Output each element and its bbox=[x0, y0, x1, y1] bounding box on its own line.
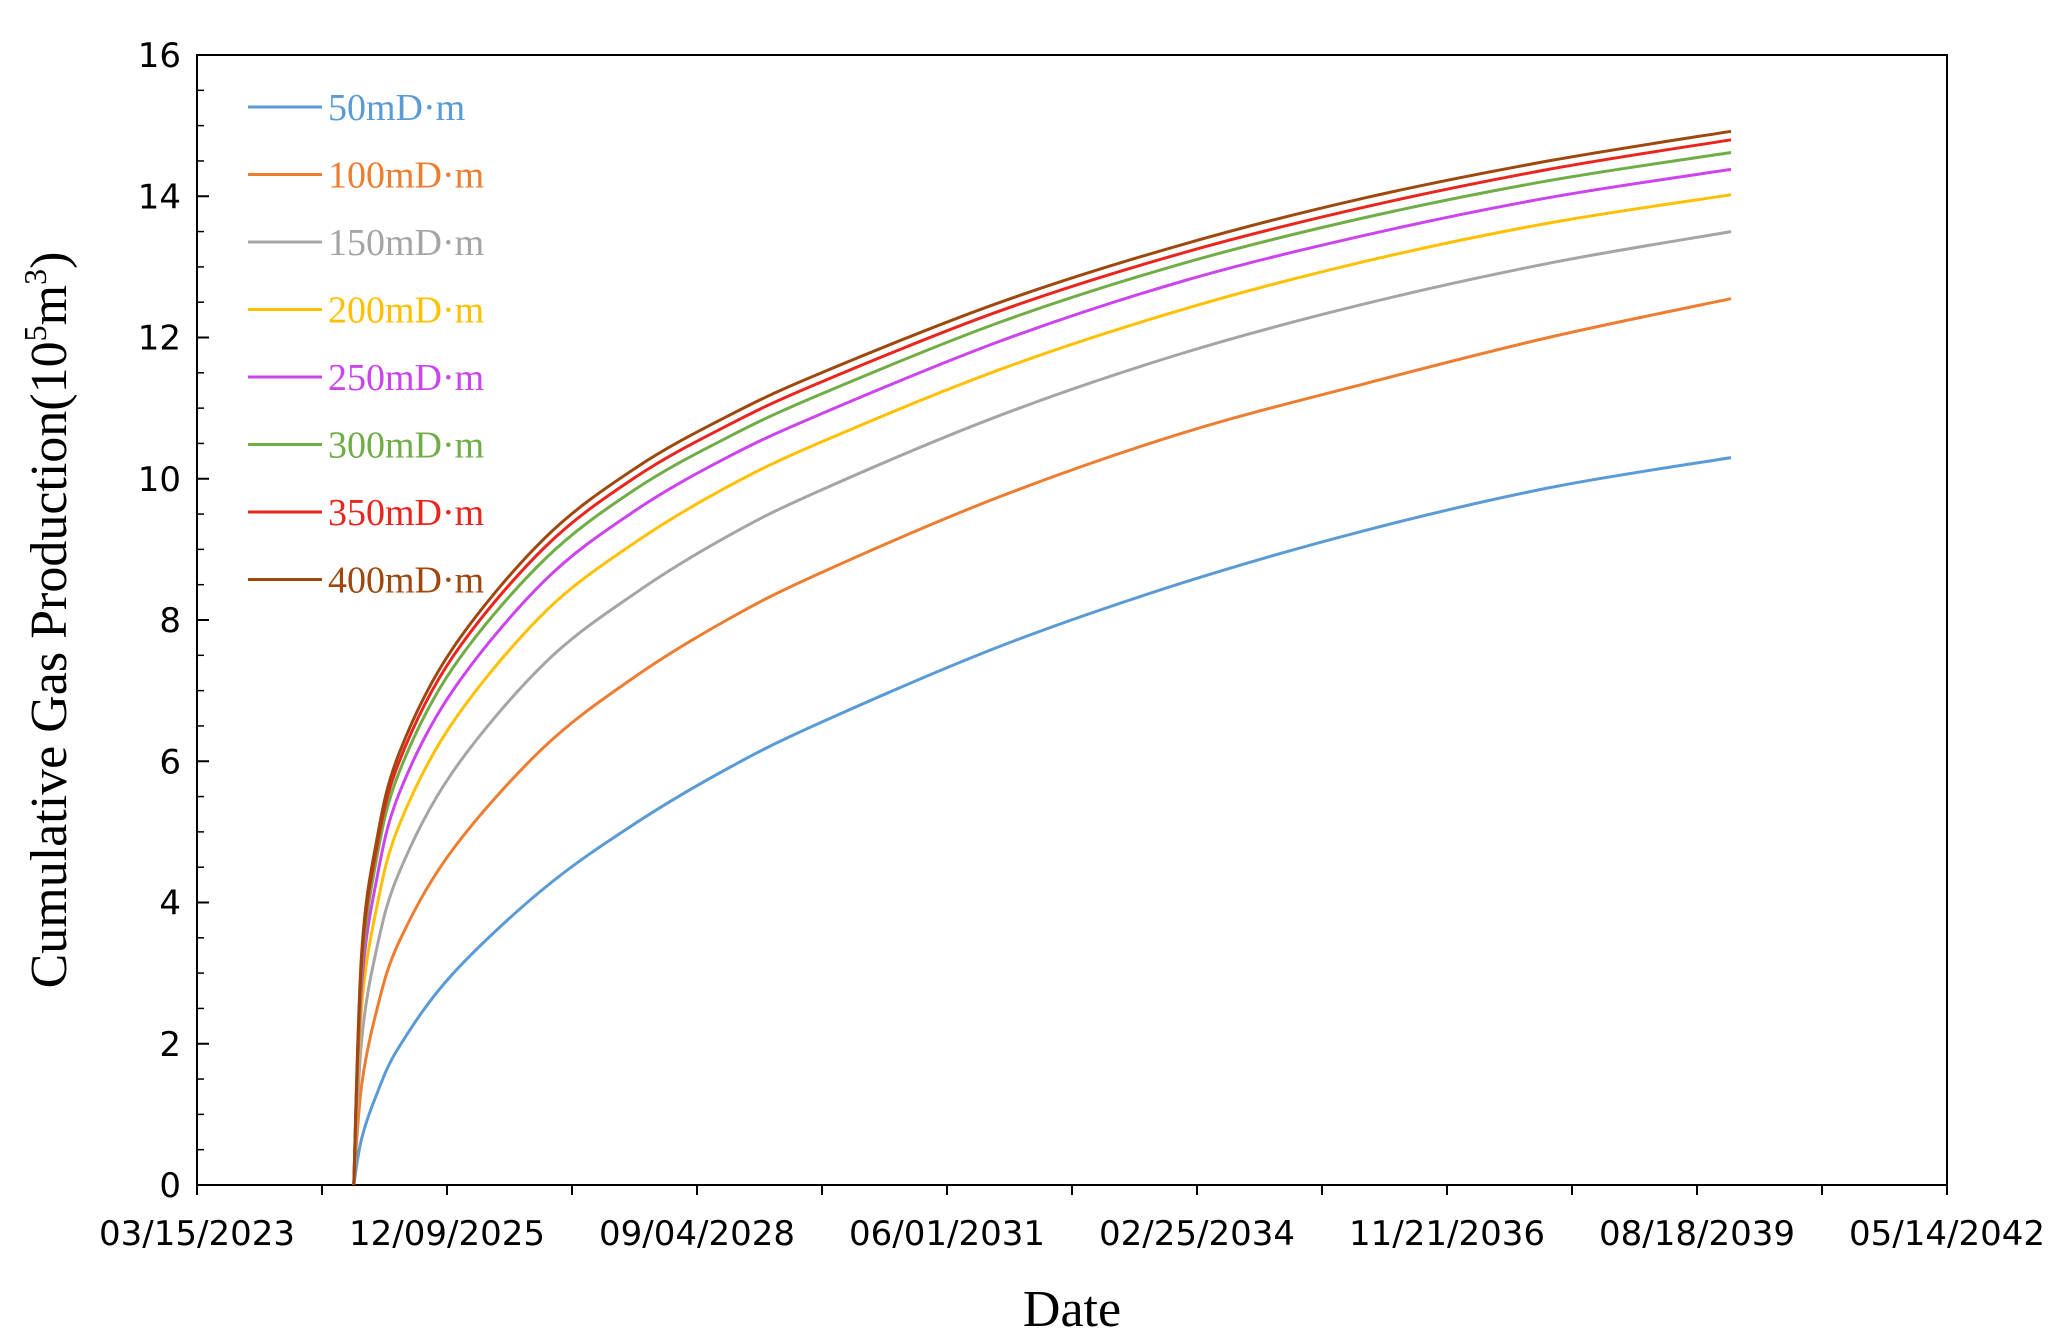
y-axis-title-end: ) bbox=[21, 252, 78, 269]
y-tick-label: 10 bbox=[138, 460, 181, 500]
y-tick-label: 4 bbox=[159, 884, 181, 924]
x-tick-label: 08/18/2039 bbox=[1599, 1214, 1795, 1254]
legend-label: 100mD·m bbox=[328, 155, 484, 197]
series-line bbox=[352, 456, 1732, 1186]
y-tick-label: 8 bbox=[159, 601, 181, 641]
legend-label: 250mD·m bbox=[328, 357, 484, 399]
y-axis-title-unit: m bbox=[21, 285, 78, 325]
y-tick-label: 2 bbox=[159, 1025, 181, 1065]
legend-label: 50mD·m bbox=[328, 87, 465, 129]
y-tick-label: 16 bbox=[138, 36, 181, 76]
series-line bbox=[352, 129, 1732, 1186]
y-axis-title-sup: 5 bbox=[17, 325, 53, 341]
legend-label: 200mD·m bbox=[328, 290, 484, 332]
legend-label: 300mD·m bbox=[328, 425, 484, 467]
y-tick-label: 6 bbox=[159, 742, 181, 782]
x-tick-label: 03/15/2023 bbox=[99, 1214, 295, 1254]
x-tick-label: 12/09/2025 bbox=[349, 1214, 545, 1254]
series-line bbox=[352, 297, 1732, 1186]
y-tick-label: 12 bbox=[138, 319, 181, 359]
series-lines bbox=[352, 129, 1732, 1186]
x-tick-label: 05/14/2042 bbox=[1849, 1214, 2045, 1254]
legend-label: 150mD·m bbox=[328, 222, 484, 264]
y-axis: 0 2 4 6 8 10 12 14 16 bbox=[138, 36, 209, 1206]
legend: 50mD·m 100mD·m 150mD·m 200mD·m 250mD·m 300mD·… bbox=[248, 87, 484, 602]
series-line bbox=[352, 230, 1732, 1186]
y-tick-label: 14 bbox=[138, 177, 181, 217]
series-line bbox=[352, 151, 1732, 1186]
x-axis: 03/15/2023 12/09/2025 09/04/2028 06/01/2031… bbox=[99, 1185, 2045, 1254]
legend-label: 400mD·m bbox=[328, 560, 484, 602]
legend-label: 350mD·m bbox=[328, 492, 484, 534]
y-axis-title-sup2: 3 bbox=[17, 269, 53, 285]
x-tick-label: 02/25/2034 bbox=[1099, 1214, 1295, 1254]
series-line bbox=[352, 193, 1732, 1186]
y-axis-title-main: Cumulative Gas Production(10 bbox=[21, 341, 78, 988]
x-tick-label: 09/04/2028 bbox=[599, 1214, 795, 1254]
x-tick-label: 11/21/2036 bbox=[1349, 1214, 1545, 1254]
y-axis-title: Cumulative Gas Production(105m3) bbox=[17, 252, 78, 989]
y-tick-label: 0 bbox=[159, 1166, 181, 1206]
x-tick-label: 06/01/2031 bbox=[849, 1214, 1045, 1254]
series-line bbox=[352, 167, 1732, 1186]
x-axis-title: Date bbox=[1023, 1281, 1121, 1335]
